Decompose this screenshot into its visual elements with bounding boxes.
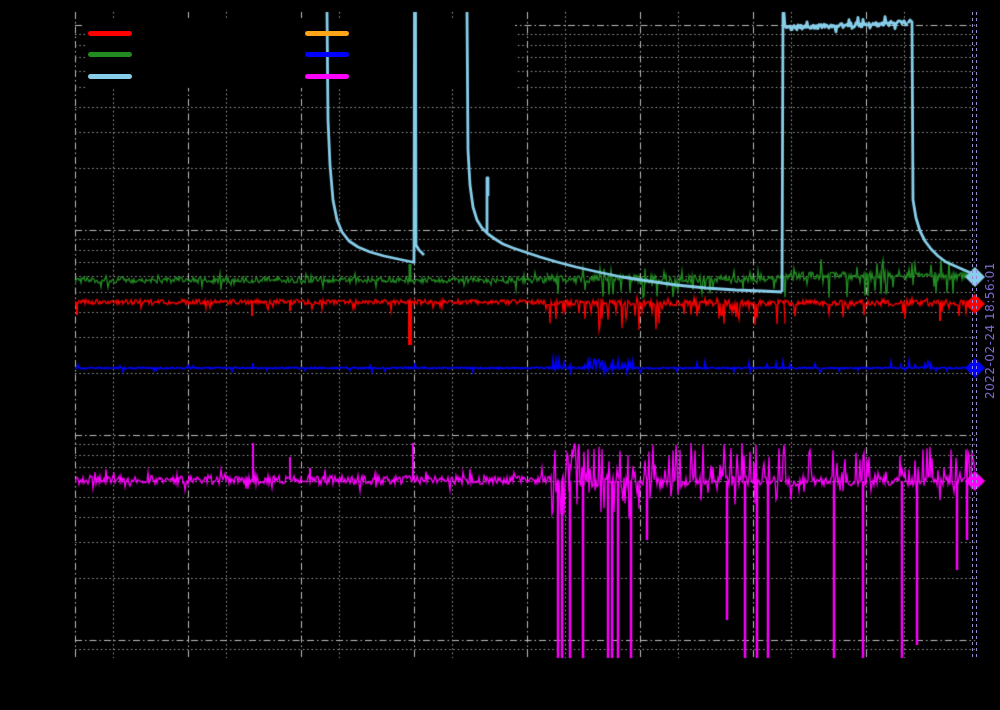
cursor-timestamp-label: 2022-02-24 18:56:01 — [983, 262, 997, 399]
cursor-line-right[interactable] — [976, 12, 977, 658]
cursor-line-left[interactable] — [972, 12, 973, 658]
